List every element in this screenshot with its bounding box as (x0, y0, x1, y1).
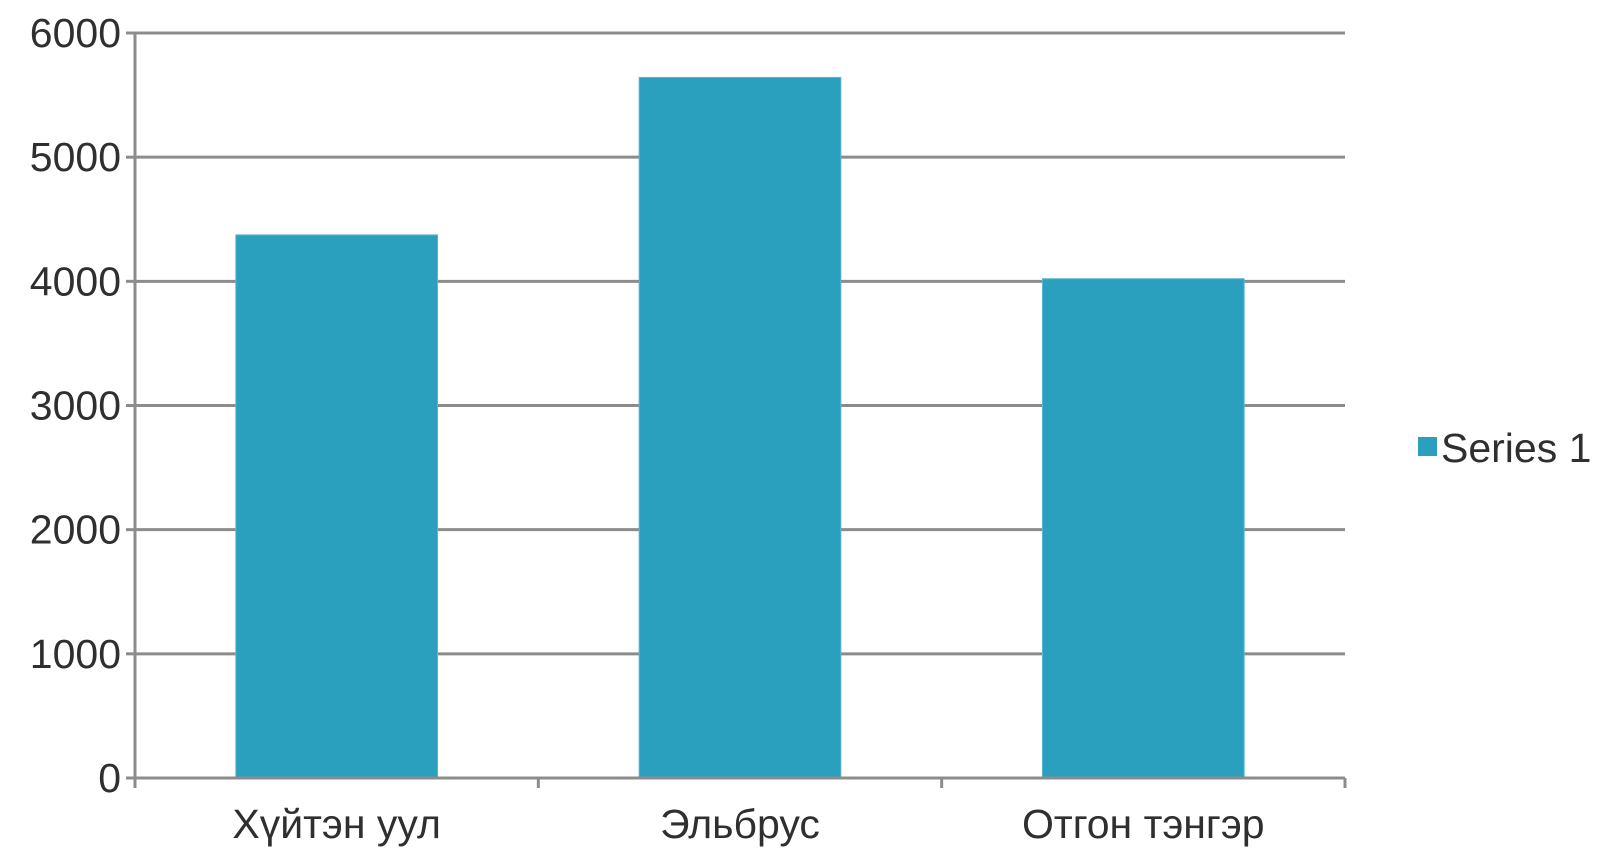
y-tick-label: 3000 (30, 383, 121, 429)
legend: Series 1 (1418, 425, 1591, 471)
x-tick-label: Эльбрус (660, 801, 820, 847)
bar (638, 76, 842, 779)
legend-label-series-1: Series 1 (1441, 425, 1591, 471)
y-tick-label: 1000 (30, 631, 121, 677)
y-axis-tick-labels: 0 1000 2000 3000 4000 5000 6000 (30, 10, 121, 801)
bar (235, 234, 438, 779)
axes (126, 31, 1347, 788)
x-tick-label: Отгон тэнгэр (1022, 801, 1265, 847)
x-axis-tick-labels: Хүйтэн уул Эльбрус Отгон тэнгэр (232, 801, 1264, 847)
y-tick-label: 4000 (30, 258, 121, 304)
bar (1042, 278, 1245, 779)
y-tick-label: 2000 (30, 507, 121, 553)
y-tick-label: 5000 (30, 134, 121, 180)
x-tick-label: Хүйтэн уул (232, 801, 441, 847)
bars (235, 76, 1245, 779)
y-tick-label: 0 (98, 755, 121, 801)
y-tick-label: 6000 (30, 10, 121, 56)
legend-swatch-series-1 (1418, 437, 1437, 456)
